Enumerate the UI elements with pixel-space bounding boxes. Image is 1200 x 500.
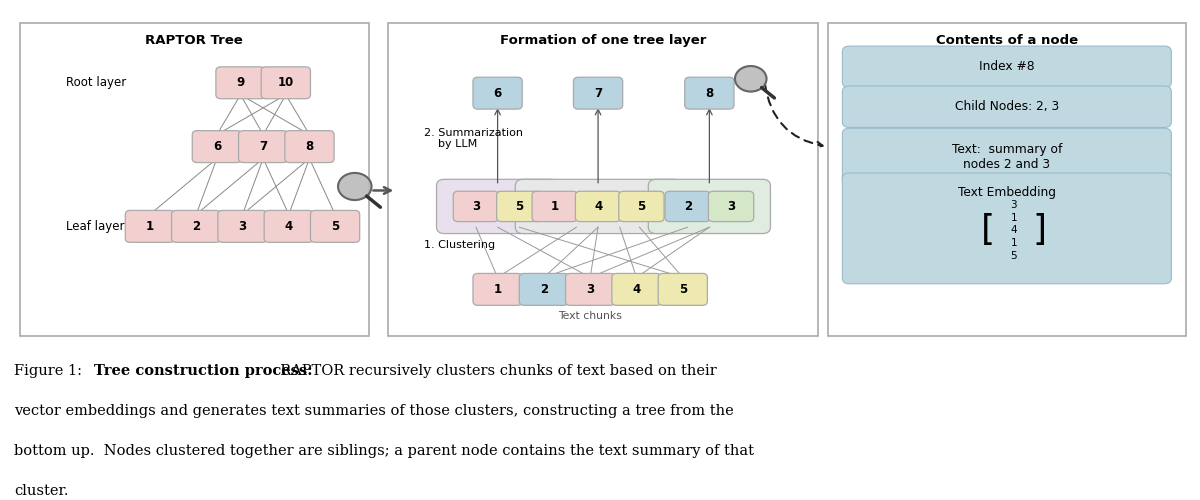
- FancyBboxPatch shape: [515, 180, 680, 234]
- Text: 9: 9: [236, 76, 245, 90]
- Text: 5: 5: [1010, 251, 1018, 261]
- Text: Tree construction process:: Tree construction process:: [94, 364, 312, 378]
- FancyBboxPatch shape: [842, 86, 1171, 128]
- FancyBboxPatch shape: [473, 274, 522, 306]
- Text: 5: 5: [515, 200, 523, 213]
- Text: 1: 1: [551, 200, 559, 213]
- Text: Root layer: Root layer: [66, 76, 126, 90]
- FancyBboxPatch shape: [437, 180, 559, 234]
- Text: ]: ]: [1032, 214, 1046, 248]
- FancyBboxPatch shape: [612, 274, 661, 306]
- Text: 8: 8: [305, 140, 313, 153]
- Text: 1: 1: [493, 283, 502, 296]
- Text: 6: 6: [493, 86, 502, 100]
- Text: 2: 2: [684, 200, 691, 213]
- Text: Index #8: Index #8: [979, 60, 1034, 74]
- FancyBboxPatch shape: [685, 77, 734, 109]
- Circle shape: [338, 173, 372, 200]
- FancyBboxPatch shape: [619, 192, 664, 222]
- FancyBboxPatch shape: [842, 173, 1171, 284]
- Text: Formation of one tree layer: Formation of one tree layer: [500, 34, 706, 47]
- Text: Child Nodes: 2, 3: Child Nodes: 2, 3: [955, 100, 1058, 113]
- FancyBboxPatch shape: [20, 23, 368, 336]
- Text: Leaf layer: Leaf layer: [66, 220, 125, 233]
- Text: 1. Clustering: 1. Clustering: [424, 240, 494, 250]
- Text: Contents of a node: Contents of a node: [936, 34, 1078, 47]
- FancyBboxPatch shape: [828, 23, 1186, 336]
- FancyBboxPatch shape: [565, 274, 614, 306]
- FancyBboxPatch shape: [218, 210, 268, 242]
- Text: 3: 3: [586, 283, 594, 296]
- Text: 1: 1: [1010, 212, 1018, 222]
- FancyBboxPatch shape: [239, 130, 288, 162]
- Text: 4: 4: [284, 220, 293, 233]
- Text: 10: 10: [277, 76, 294, 90]
- Text: RAPTOR recursively clusters chunks of text based on their: RAPTOR recursively clusters chunks of te…: [271, 364, 716, 378]
- Text: 8: 8: [706, 86, 714, 100]
- FancyBboxPatch shape: [262, 67, 311, 99]
- FancyBboxPatch shape: [454, 192, 498, 222]
- Text: bottom up.  Nodes clustered together are siblings; a parent node contains the te: bottom up. Nodes clustered together are …: [14, 444, 755, 458]
- Text: Figure 1:: Figure 1:: [14, 364, 88, 378]
- FancyBboxPatch shape: [389, 23, 817, 336]
- Text: RAPTOR Tree: RAPTOR Tree: [145, 34, 244, 47]
- FancyBboxPatch shape: [125, 210, 174, 242]
- FancyBboxPatch shape: [192, 130, 241, 162]
- Text: 5: 5: [331, 220, 340, 233]
- FancyBboxPatch shape: [665, 192, 710, 222]
- Text: 1: 1: [1010, 238, 1018, 248]
- Text: 4: 4: [1010, 226, 1018, 235]
- FancyBboxPatch shape: [264, 210, 313, 242]
- Text: vector embeddings and generates text summaries of those clusters, constructing a: vector embeddings and generates text sum…: [14, 404, 734, 418]
- FancyBboxPatch shape: [284, 130, 334, 162]
- Text: [: [: [982, 214, 995, 248]
- Text: 4: 4: [632, 283, 641, 296]
- Circle shape: [734, 66, 767, 92]
- Text: 2. Summarization
    by LLM: 2. Summarization by LLM: [424, 128, 523, 150]
- Text: 4: 4: [594, 200, 602, 213]
- Text: Text Embedding: Text Embedding: [958, 186, 1056, 200]
- Text: 5: 5: [637, 200, 646, 213]
- FancyBboxPatch shape: [708, 192, 754, 222]
- Text: 5: 5: [679, 283, 686, 296]
- Text: Text chunks: Text chunks: [558, 310, 622, 320]
- FancyBboxPatch shape: [497, 192, 542, 222]
- FancyBboxPatch shape: [842, 46, 1171, 88]
- Text: 2: 2: [192, 220, 200, 233]
- Text: 3: 3: [727, 200, 736, 213]
- FancyBboxPatch shape: [216, 67, 265, 99]
- Text: Text:  summary of
nodes 2 and 3: Text: summary of nodes 2 and 3: [952, 143, 1062, 171]
- Text: 3: 3: [1010, 200, 1018, 210]
- FancyBboxPatch shape: [532, 192, 577, 222]
- FancyBboxPatch shape: [311, 210, 360, 242]
- FancyBboxPatch shape: [658, 274, 708, 306]
- FancyBboxPatch shape: [842, 128, 1171, 186]
- Text: 2: 2: [540, 283, 548, 296]
- Text: 3: 3: [239, 220, 246, 233]
- FancyBboxPatch shape: [576, 192, 620, 222]
- Text: 1: 1: [146, 220, 154, 233]
- Text: 6: 6: [212, 140, 221, 153]
- Text: cluster.: cluster.: [14, 484, 68, 498]
- FancyBboxPatch shape: [648, 180, 770, 234]
- Text: 3: 3: [472, 200, 480, 213]
- FancyBboxPatch shape: [473, 77, 522, 109]
- FancyBboxPatch shape: [574, 77, 623, 109]
- Text: 7: 7: [259, 140, 268, 153]
- Text: 7: 7: [594, 86, 602, 100]
- FancyBboxPatch shape: [520, 274, 569, 306]
- FancyBboxPatch shape: [172, 210, 221, 242]
